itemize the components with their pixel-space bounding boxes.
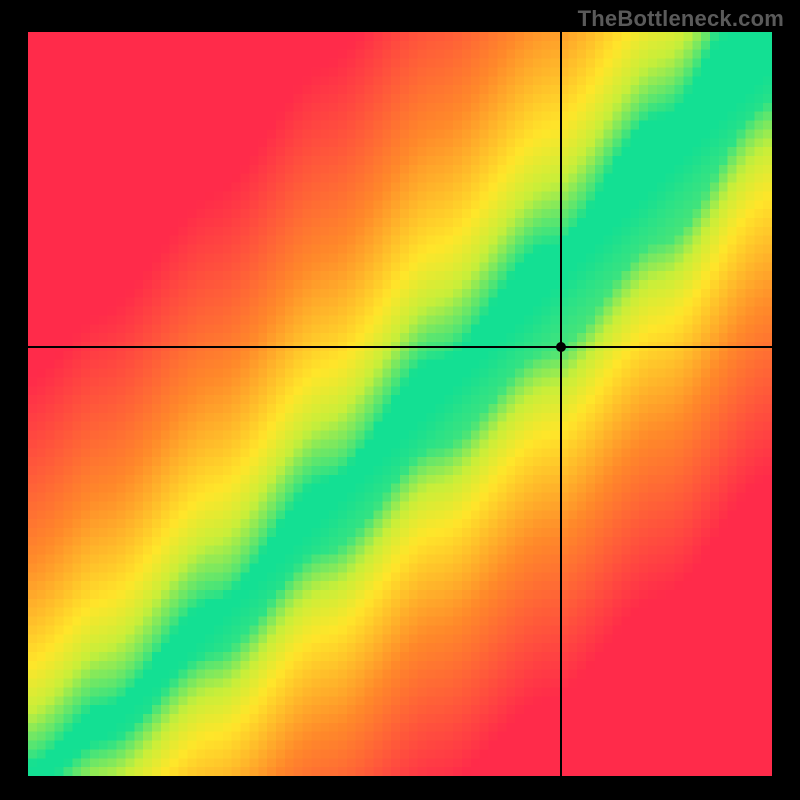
crosshair-horizontal [28,346,772,348]
crosshair-marker [556,342,566,352]
crosshair-vertical [560,32,562,776]
bottleneck-heatmap [28,32,772,776]
watermark-text: TheBottleneck.com [578,6,784,32]
